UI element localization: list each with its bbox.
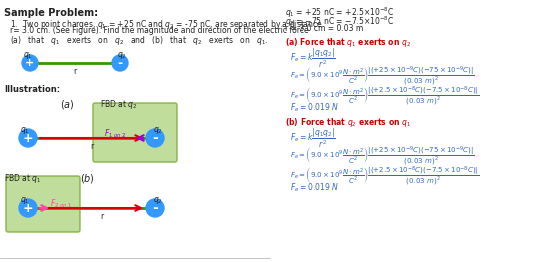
Text: r: r xyxy=(100,212,103,221)
Circle shape xyxy=(146,199,164,217)
Text: $q_1$ = +25 nC = +2.5×10$^{-8}$C: $q_1$ = +25 nC = +2.5×10$^{-8}$C xyxy=(285,6,394,20)
Text: r: r xyxy=(90,142,93,151)
Text: $q_1$: $q_1$ xyxy=(20,195,30,206)
Circle shape xyxy=(112,55,128,71)
Text: Illustration:: Illustration: xyxy=(4,85,60,94)
Text: $q_1$: $q_1$ xyxy=(20,125,30,136)
Text: $(a)$: $(a)$ xyxy=(60,98,75,111)
Circle shape xyxy=(19,199,37,217)
Text: $q_2$ = −75 nC = −7.5×10$^{-8}$C: $q_2$ = −75 nC = −7.5×10$^{-8}$C xyxy=(285,15,394,29)
Text: $q_1$: $q_1$ xyxy=(23,50,33,61)
Text: $F_e = 0.019\ N$: $F_e = 0.019\ N$ xyxy=(290,102,339,114)
Text: $F_e = \left(9.0\times10^9\dfrac{N\cdot m^2}{C^2}\right)\dfrac{|(+2.5\times10^{-: $F_e = \left(9.0\times10^9\dfrac{N\cdot … xyxy=(290,84,479,107)
Text: -: - xyxy=(118,57,123,69)
Text: r: r xyxy=(73,67,77,76)
Text: 1.  Two point charges, $q_1$ = +25 nC and $q_2$ = -75 nC, are separated by a dis: 1. Two point charges, $q_1$ = +25 nC and… xyxy=(10,18,323,31)
Text: $F_e = 0.019\ N$: $F_e = 0.019\ N$ xyxy=(290,182,339,194)
Text: r= 3.0 cm. (See Figure). Find the magnitude and direction of the electric force: r= 3.0 cm. (See Figure). Find the magnit… xyxy=(10,26,309,35)
Text: $(b)$: $(b)$ xyxy=(80,172,95,185)
Text: $q_2$: $q_2$ xyxy=(153,125,163,136)
Text: $F_e = k\dfrac{|q_1 q_2|}{r^2}$: $F_e = k\dfrac{|q_1 q_2|}{r^2}$ xyxy=(290,46,336,70)
Text: $q_2$: $q_2$ xyxy=(153,195,163,206)
Text: FBD at $q_1$: FBD at $q_1$ xyxy=(4,172,42,185)
FancyBboxPatch shape xyxy=(6,176,80,232)
Text: $F_{2\ on\ 1}$: $F_{2\ on\ 1}$ xyxy=(50,198,73,210)
Text: +: + xyxy=(23,201,33,215)
Text: $q_2$: $q_2$ xyxy=(117,50,127,61)
Text: r = 3.0 cm = 0.03 m: r = 3.0 cm = 0.03 m xyxy=(285,24,363,33)
Text: -: - xyxy=(152,131,158,145)
Text: Sample Problem:: Sample Problem: xyxy=(4,8,98,18)
Text: +: + xyxy=(23,132,33,145)
Text: $F_e = \left(9.0\times10^9\dfrac{N\cdot m^2}{C^2}\right)\dfrac{|(+25\times10^{-9: $F_e = \left(9.0\times10^9\dfrac{N\cdot … xyxy=(290,144,475,167)
Text: FBD at $q_2$: FBD at $q_2$ xyxy=(100,98,138,111)
FancyBboxPatch shape xyxy=(93,103,177,162)
Text: -: - xyxy=(152,201,158,215)
Circle shape xyxy=(19,129,37,147)
Text: $F_{1\ on\ 2}$: $F_{1\ on\ 2}$ xyxy=(104,128,126,140)
Text: (a)   that   $q_1$   exerts   on   $q_2$   and   (b)   that   $q_2$   exerts   o: (a) that $q_1$ exerts on $q_2$ and (b) t… xyxy=(10,34,268,47)
Text: $F_e = \left(9.0\times10^9\dfrac{N\cdot m^2}{C^2}\right)\dfrac{|(+2.5\times10^{-: $F_e = \left(9.0\times10^9\dfrac{N\cdot … xyxy=(290,164,479,187)
Text: $F_e = \left(9.0\times10^9\dfrac{N\cdot m^2}{C^2}\right)\dfrac{|(+25\times10^{-9: $F_e = \left(9.0\times10^9\dfrac{N\cdot … xyxy=(290,64,475,87)
Text: +: + xyxy=(25,58,35,68)
Circle shape xyxy=(22,55,38,71)
Text: $F_e = k\dfrac{|q_1 q_2|}{r^2}$: $F_e = k\dfrac{|q_1 q_2|}{r^2}$ xyxy=(290,126,336,150)
Text: (b) Force that $q_2$ exerts on $q_1$: (b) Force that $q_2$ exerts on $q_1$ xyxy=(285,116,411,129)
Circle shape xyxy=(146,129,164,147)
Text: (a) Force that $q_1$ exerts on $q_2$: (a) Force that $q_1$ exerts on $q_2$ xyxy=(285,36,411,49)
